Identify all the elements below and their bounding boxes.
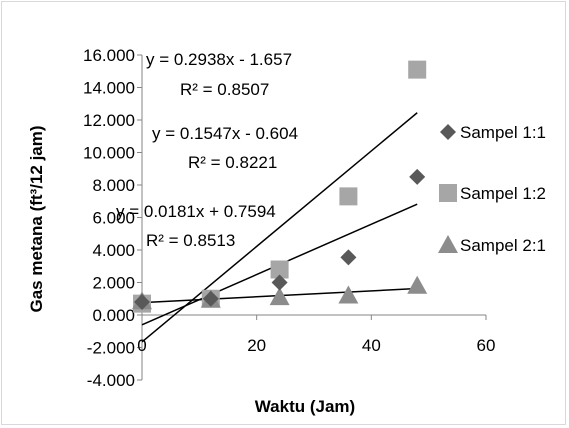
equation-sampel-2-1: y = 0.0181x + 0.7594 [116, 202, 276, 221]
r2-sampel-1-1: R² = 0.8221 [188, 153, 277, 172]
data-point-sampel-2-1 [269, 287, 290, 306]
data-point-sampel-1-2 [408, 60, 427, 79]
y-tick-label: 16.000 [83, 46, 135, 65]
legend-marker-sampel-1-1 [440, 124, 456, 140]
data-point-sampel-1-2 [270, 260, 289, 279]
trendline-sampel-1-2 [141, 112, 418, 343]
axes-layer: 16.000 14.000 12.000 10.000 8.000 6.000 4.000 2… [83, 46, 495, 390]
data-point-sampel-1-1 [340, 249, 357, 266]
legend-marker-sampel-2-1 [438, 235, 458, 253]
y-tick-label: 14.000 [83, 79, 135, 98]
x-axis-title: Waktu (Jam) [255, 397, 355, 416]
legend-marker-sampel-1-2 [439, 184, 457, 202]
r2-sampel-2-1: R² = 0.8513 [146, 231, 235, 250]
legend-label-sampel-2-1: Sampel 2:1 [460, 236, 546, 255]
x-tick-label: 60 [477, 336, 496, 355]
data-point-sampel-1-1 [271, 274, 288, 291]
legend: Sampel 1:1 Sampel 1:2 Sampel 2:1 [438, 123, 546, 255]
y-tick-label: 0.000 [92, 306, 135, 325]
y-tick-label: 2.000 [92, 274, 135, 293]
y-tick-label: 4.000 [92, 241, 135, 260]
x-tick-label: 0 [137, 336, 146, 355]
data-point-sampel-2-1 [338, 285, 359, 304]
y-tick-label: 8.000 [92, 176, 135, 195]
data-point-sampel-2-1 [407, 275, 428, 294]
y-axis-title: Gas metana (ft³/12 jam) [27, 125, 46, 312]
equation-sampel-1-2: y = 0.2938x - 1.657 [146, 50, 292, 69]
trendlines-layer [141, 112, 418, 343]
x-tick-label: 20 [247, 336, 266, 355]
y-tick-label: -2.000 [87, 339, 135, 358]
legend-label-sampel-1-1: Sampel 1:1 [460, 123, 546, 142]
y-tick-label: 10.000 [83, 144, 135, 163]
y-tick-label: 12.000 [83, 111, 135, 130]
data-point-sampel-1-1 [134, 294, 150, 310]
points-layer [132, 60, 428, 313]
y-tick-label: 6.000 [92, 209, 135, 228]
y-tick-label: -4.000 [87, 371, 135, 390]
equations-layer: y = 0.2938x - 1.657 R² = 0.8507 y = 0.15… [116, 50, 298, 250]
data-point-sampel-1-1 [202, 290, 219, 307]
data-point-sampel-1-2 [339, 187, 358, 206]
r2-sampel-1-2: R² = 0.8507 [180, 80, 269, 99]
equation-sampel-1-1: y = 0.1547x - 0.604 [152, 124, 298, 143]
legend-label-sampel-1-2: Sampel 1:2 [460, 184, 546, 203]
x-tick-label: 40 [362, 336, 381, 355]
data-point-sampel-1-1 [409, 168, 426, 185]
